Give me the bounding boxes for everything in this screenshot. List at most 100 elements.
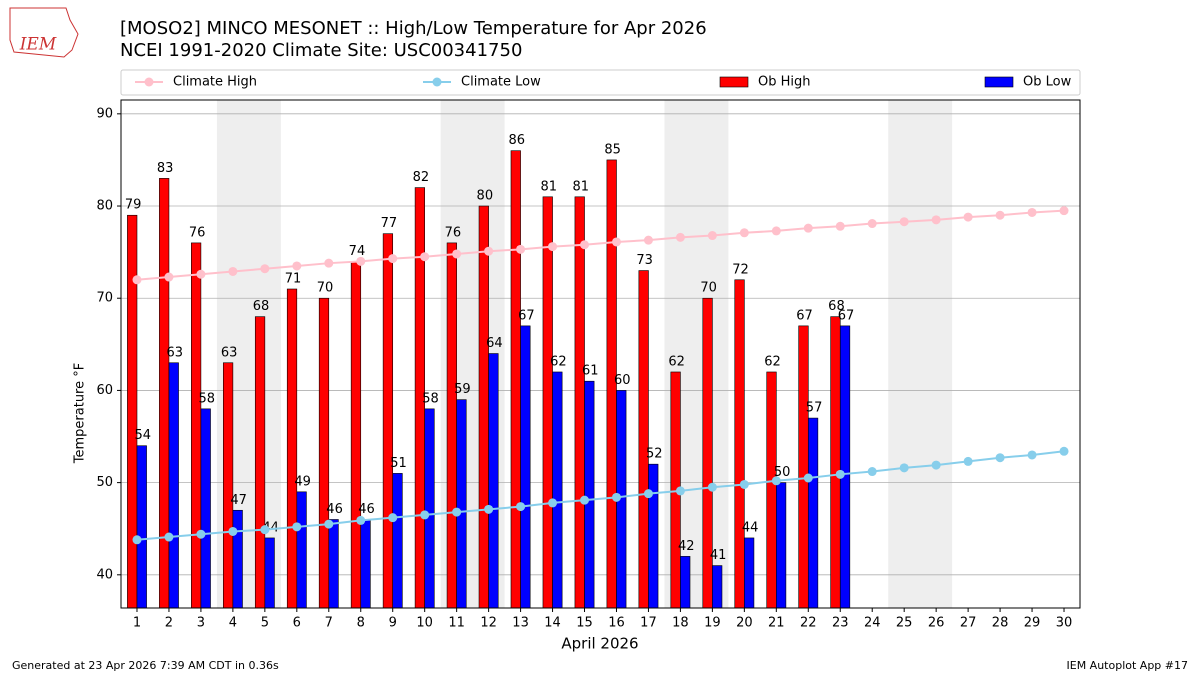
data-label: 74	[349, 244, 366, 259]
data-label: 46	[358, 502, 375, 517]
line-marker	[771, 476, 781, 486]
data-label: 47	[230, 493, 247, 508]
bar	[136, 445, 147, 609]
bar	[318, 297, 330, 609]
data-label: 64	[486, 336, 503, 351]
plot-frame	[120, 99, 1081, 609]
x-tick-label: 24	[864, 616, 881, 631]
data-label: 67	[838, 308, 855, 323]
line-marker	[643, 235, 653, 245]
x-tick-label: 5	[261, 616, 269, 631]
bar	[168, 362, 179, 609]
bar	[520, 325, 531, 609]
legend-swatch	[719, 76, 749, 88]
line-marker	[867, 467, 877, 477]
data-label: 81	[540, 179, 557, 194]
x-tick-label: 28	[992, 616, 1009, 631]
x-tick-label: 16	[608, 616, 625, 631]
legend-label: Ob High	[758, 75, 811, 90]
line-marker	[548, 498, 558, 508]
x-tick-label: 26	[928, 616, 945, 631]
x-tick-label: 2	[165, 616, 173, 631]
bar	[350, 261, 362, 609]
line-marker	[675, 232, 685, 242]
line-marker	[420, 252, 430, 262]
line-marker	[1059, 446, 1069, 456]
x-tick-label: 15	[576, 616, 593, 631]
data-label: 67	[796, 308, 813, 323]
line-marker	[484, 504, 494, 514]
data-label: 79	[125, 198, 142, 213]
data-label: 52	[646, 447, 663, 462]
chart-title: [MOSO2] MINCO MESONET :: High/Low Temper…	[120, 18, 707, 39]
bar	[839, 325, 851, 609]
x-tick-label: 7	[325, 616, 333, 631]
bar	[382, 233, 394, 609]
bar	[127, 214, 138, 609]
line-marker	[643, 489, 653, 499]
bar	[478, 205, 489, 609]
bar	[542, 196, 553, 609]
bar	[360, 519, 371, 609]
bar	[222, 362, 234, 609]
data-label: 41	[710, 548, 727, 563]
line-marker	[1027, 450, 1037, 460]
bar	[766, 371, 777, 609]
data-label: 72	[732, 262, 749, 277]
line-marker	[995, 453, 1005, 463]
line-marker	[931, 460, 941, 470]
line-marker	[516, 502, 526, 512]
y-tick-label: 60	[96, 383, 113, 398]
bar	[510, 150, 521, 609]
data-label: 71	[285, 272, 302, 287]
data-label: 59	[454, 382, 471, 397]
chart-subtitle: NCEI 1991-2020 Climate Site: USC00341750	[120, 40, 522, 61]
x-axis-label: April 2026	[561, 635, 638, 653]
x-tick-label: 13	[512, 616, 529, 631]
weekend-shade	[888, 100, 953, 608]
line-marker	[484, 246, 494, 256]
line-marker	[292, 522, 302, 532]
data-label: 68	[253, 299, 270, 314]
bar	[830, 316, 841, 609]
data-label: 62	[764, 354, 781, 369]
x-tick-label: 30	[1056, 616, 1073, 631]
line-marker	[452, 507, 462, 517]
data-label: 58	[198, 391, 215, 406]
legend-swatch	[984, 76, 1014, 88]
line-marker	[835, 221, 845, 231]
bar	[446, 242, 457, 609]
line-marker	[899, 463, 909, 473]
x-tick-label: 1	[133, 616, 141, 631]
bar	[807, 417, 819, 609]
x-tick-label: 23	[832, 616, 849, 631]
bar	[734, 279, 745, 609]
data-label: 58	[422, 391, 439, 406]
line-marker	[164, 272, 174, 282]
line-marker	[164, 532, 174, 542]
data-label: 86	[509, 133, 526, 148]
line-marker	[388, 254, 398, 264]
x-tick-label: 22	[800, 616, 817, 631]
bar	[456, 399, 467, 609]
bar	[488, 353, 499, 609]
bar	[776, 482, 787, 609]
line-marker	[611, 237, 621, 247]
data-label: 46	[326, 502, 343, 517]
legend-marker	[432, 77, 442, 87]
line-marker	[356, 515, 366, 525]
data-label: 44	[742, 520, 759, 535]
y-tick-label: 50	[96, 475, 113, 490]
line-marker	[675, 486, 685, 496]
bar	[798, 325, 809, 609]
line-marker	[260, 264, 270, 274]
line-marker	[707, 482, 717, 492]
bar	[574, 196, 585, 609]
line-marker	[388, 513, 398, 523]
x-tick-label: 25	[896, 616, 913, 631]
bar	[744, 537, 755, 609]
line-marker	[771, 226, 781, 236]
line-marker	[452, 249, 462, 259]
